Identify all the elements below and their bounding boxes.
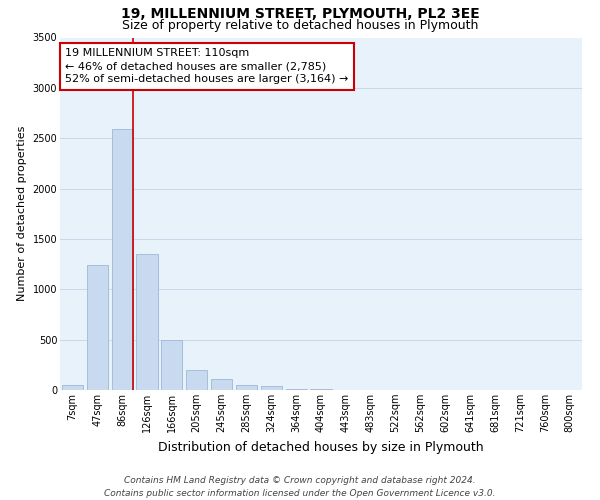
Text: Contains HM Land Registry data © Crown copyright and database right 2024.
Contai: Contains HM Land Registry data © Crown c…	[104, 476, 496, 498]
Bar	[211, 379, 232, 390]
Bar	[236, 385, 257, 390]
Bar	[261, 386, 282, 390]
Text: 19, MILLENNIUM STREET, PLYMOUTH, PL2 3EE: 19, MILLENNIUM STREET, PLYMOUTH, PL2 3EE	[121, 8, 479, 22]
Bar	[186, 370, 207, 390]
Bar	[112, 129, 133, 390]
Bar	[286, 389, 307, 390]
Bar	[136, 254, 158, 390]
Bar	[87, 265, 108, 390]
Text: Size of property relative to detached houses in Plymouth: Size of property relative to detached ho…	[122, 19, 478, 32]
X-axis label: Distribution of detached houses by size in Plymouth: Distribution of detached houses by size …	[158, 440, 484, 454]
Bar	[161, 340, 182, 390]
Bar	[62, 385, 83, 390]
Y-axis label: Number of detached properties: Number of detached properties	[17, 126, 27, 302]
Text: 19 MILLENNIUM STREET: 110sqm
← 46% of detached houses are smaller (2,785)
52% of: 19 MILLENNIUM STREET: 110sqm ← 46% of de…	[65, 48, 349, 84]
